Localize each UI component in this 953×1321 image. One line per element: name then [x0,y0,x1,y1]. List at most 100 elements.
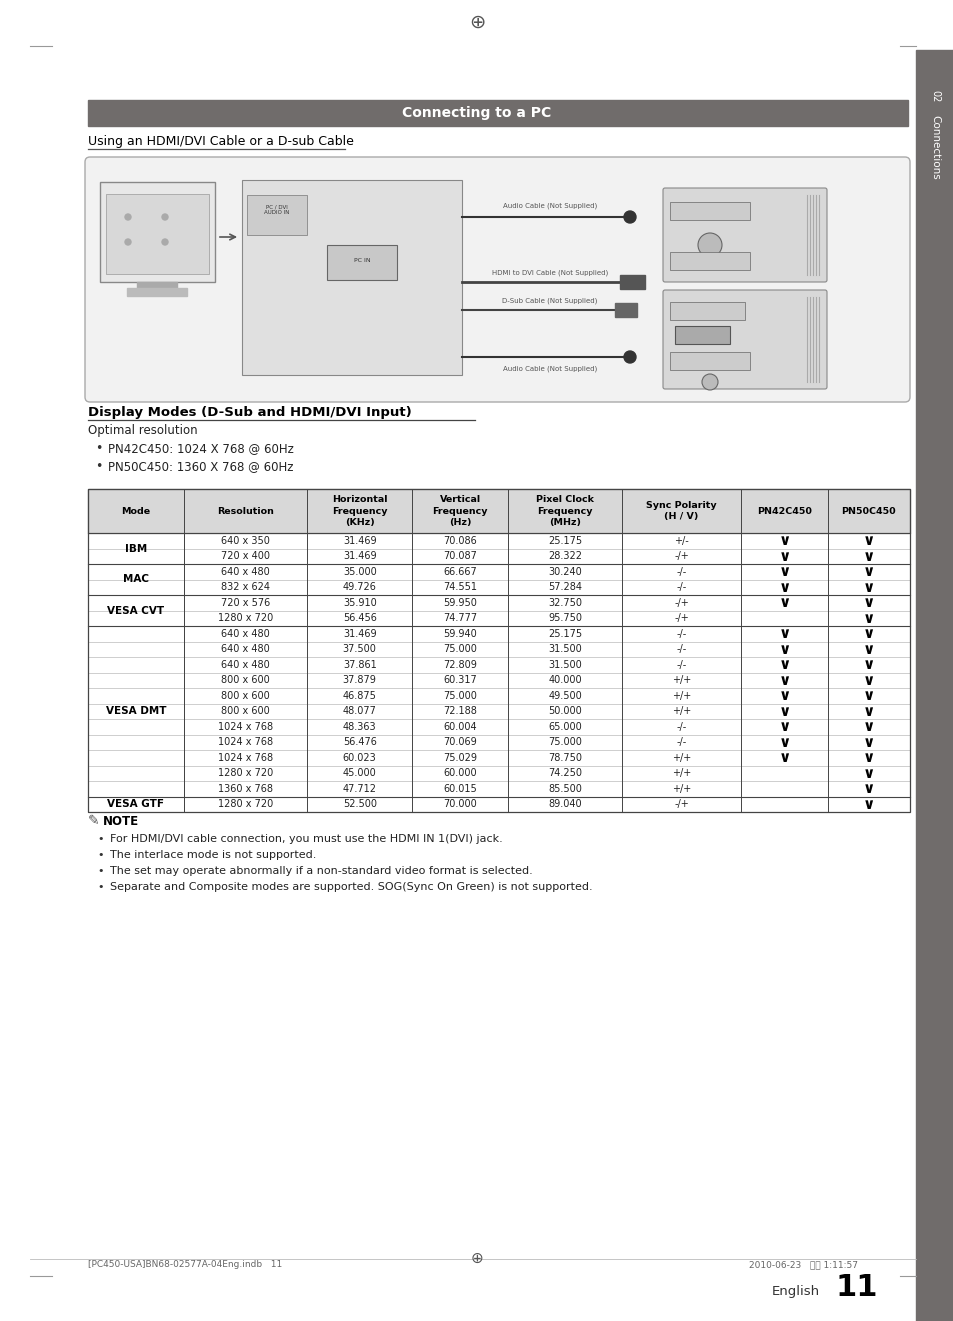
Text: +/+: +/+ [671,753,691,762]
Text: 640 x 480: 640 x 480 [221,645,270,654]
Text: -/+: -/+ [674,597,688,608]
Text: 59.950: 59.950 [443,597,476,608]
Circle shape [125,214,131,221]
Bar [137,281,177,288]
Text: Resolution: Resolution [217,506,274,515]
Text: AUDIO OUT: AUDIO OUT [691,206,727,211]
Text: D-Sub Cable (Not Supplied): D-Sub Cable (Not Supplied) [502,297,598,304]
Text: -/-: -/- [676,737,686,748]
Text: 75.000: 75.000 [443,645,476,654]
Text: +/+: +/+ [671,769,691,778]
Text: 31.500: 31.500 [548,645,581,654]
Text: 46.875: 46.875 [342,691,376,700]
Text: PN42C450: PN42C450 [756,506,811,515]
Text: 1024 x 768: 1024 x 768 [217,721,273,732]
Text: VESA DMT: VESA DMT [106,707,166,716]
Text: 2010-06-23   오후 1:11:57: 2010-06-23 오후 1:11:57 [748,1260,857,1269]
Text: ∨: ∨ [778,719,790,734]
Text: 31.500: 31.500 [548,659,581,670]
Text: 75.000: 75.000 [548,737,581,748]
Text: •: • [95,443,102,454]
Text: 74.777: 74.777 [442,613,476,624]
FancyBboxPatch shape [662,291,826,388]
Circle shape [623,211,636,223]
Text: 720 x 576: 720 x 576 [221,597,270,608]
Bar [327,244,396,280]
Text: 85.500: 85.500 [548,783,581,794]
Text: 56.476: 56.476 [342,737,376,748]
Circle shape [698,232,721,258]
Text: 95.750: 95.750 [548,613,581,624]
Text: -/+: -/+ [674,551,688,561]
Text: Connecting to a PC: Connecting to a PC [402,106,551,120]
Bar [669,303,744,320]
Text: MAC: MAC [123,575,149,584]
Text: Sync Polarity
(H / V): Sync Polarity (H / V) [646,501,717,520]
Text: 11: 11 [835,1273,877,1303]
Text: 640 x 480: 640 x 480 [221,567,270,577]
Text: ∨: ∨ [862,704,874,719]
Bar [88,532,184,564]
Bar [88,580,909,594]
Text: 1280 x 720: 1280 x 720 [217,769,273,778]
Text: 37.861: 37.861 [342,659,376,670]
Bar [88,750,909,765]
Text: ∨: ∨ [778,672,790,688]
Text: •: • [95,460,102,473]
Text: ✎: ✎ [88,814,99,828]
Text: 74.551: 74.551 [443,583,476,592]
Text: 31.469: 31.469 [342,629,376,639]
Bar [106,194,209,273]
Text: -/-: -/- [676,629,686,639]
Text: +/+: +/+ [671,707,691,716]
Bar [88,626,184,797]
Circle shape [125,239,131,244]
Text: Display Modes (D-Sub and HDMI/DVI Input): Display Modes (D-Sub and HDMI/DVI Input) [88,406,412,419]
Text: ∨: ∨ [862,750,874,765]
Text: 57.284: 57.284 [548,583,581,592]
Text: 720 x 400: 720 x 400 [221,551,270,561]
Text: 640 x 480: 640 x 480 [221,629,270,639]
Text: 35.000: 35.000 [342,567,376,577]
Text: 75.000: 75.000 [443,691,476,700]
Text: ∨: ∨ [778,734,790,750]
Bar [88,610,909,626]
Bar [88,594,909,610]
FancyBboxPatch shape [85,157,909,402]
Text: 37.500: 37.500 [342,645,376,654]
Bar [88,642,909,657]
Text: ∨: ∨ [778,642,790,657]
Text: Audio Cable (Not Supplied): Audio Cable (Not Supplied) [502,365,597,371]
Text: 48.363: 48.363 [342,721,376,732]
Bar [88,688,909,704]
Text: PC OUT: PC OUT [695,306,718,310]
Text: ∨: ∨ [862,766,874,781]
Text: 60.004: 60.004 [443,721,476,732]
Text: •: • [97,882,103,892]
Bar [669,252,749,269]
Text: 40.000: 40.000 [548,675,581,686]
Text: ∨: ∨ [778,596,790,610]
Text: 30.240: 30.240 [548,567,581,577]
Text: Using an HDMI/DVI Cable or a D-sub Cable: Using an HDMI/DVI Cable or a D-sub Cable [88,135,354,148]
Text: 70.000: 70.000 [443,799,476,810]
Text: 35.910: 35.910 [342,597,376,608]
Text: 74.250: 74.250 [548,769,581,778]
Bar [88,626,909,642]
Text: Mode: Mode [121,506,151,515]
Text: ∨: ∨ [862,626,874,641]
Text: 640 x 480: 640 x 480 [221,659,270,670]
Bar [88,564,184,594]
Text: ∨: ∨ [778,658,790,672]
Text: 800 x 600: 800 x 600 [221,691,270,700]
Text: ∨: ∨ [778,750,790,765]
Text: ∨: ∨ [862,672,874,688]
Bar [88,765,909,781]
Bar [615,303,637,317]
Text: Optimal resolution: Optimal resolution [88,424,197,437]
Text: 66.667: 66.667 [443,567,476,577]
Text: ∨: ∨ [862,688,874,703]
Text: 37.879: 37.879 [342,675,376,686]
Text: 28.322: 28.322 [548,551,581,561]
Text: -/+: -/+ [674,613,688,624]
